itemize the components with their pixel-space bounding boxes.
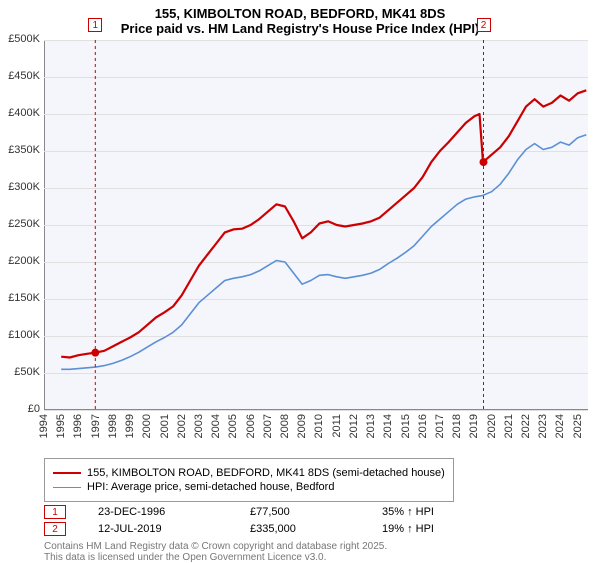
footer-line1: Contains HM Land Registry data © Crown c… — [44, 541, 387, 552]
x-axis-tick: 2000 — [141, 414, 153, 438]
sales-table: 1 23-DEC-1996 £77,500 35% ↑ HPI 2 12-JUL-2019… — [44, 502, 482, 539]
x-axis-tick: 2013 — [365, 414, 377, 438]
y-axis-tick: £0 — [0, 403, 40, 415]
sale-delta: 19% ↑ HPI — [382, 523, 482, 535]
x-axis-tick: 2024 — [554, 414, 566, 438]
y-axis-tick: £100K — [0, 329, 40, 341]
sale-price: £335,000 — [250, 523, 350, 535]
x-axis-tick: 2003 — [193, 414, 205, 438]
legend-swatch — [53, 487, 81, 488]
legend-label: HPI: Average price, semi-detached house,… — [87, 481, 334, 493]
y-axis-tick: £200K — [0, 255, 40, 267]
legend-swatch — [53, 472, 81, 474]
x-axis-tick: 2004 — [210, 414, 222, 438]
y-axis-tick: £50K — [0, 366, 40, 378]
y-axis-tick: £350K — [0, 144, 40, 156]
x-axis-tick: 2014 — [382, 414, 394, 438]
x-axis-tick: 2018 — [451, 414, 463, 438]
y-axis-tick: £400K — [0, 107, 40, 119]
x-axis-tick: 2025 — [572, 414, 584, 438]
x-axis-tick: 2011 — [331, 414, 343, 438]
x-axis-tick: 2001 — [159, 414, 171, 438]
x-axis-tick: 1994 — [38, 414, 50, 438]
legend-item-hpi: HPI: Average price, semi-detached house,… — [53, 481, 445, 493]
y-axis-tick: £150K — [0, 292, 40, 304]
x-axis-tick: 2015 — [400, 414, 412, 438]
y-axis-tick: £300K — [0, 181, 40, 193]
series-property — [61, 90, 586, 357]
x-axis-tick: 2016 — [417, 414, 429, 438]
sale-date: 23-DEC-1996 — [98, 506, 218, 518]
x-axis-tick: 1995 — [55, 414, 67, 438]
x-axis-tick: 2006 — [245, 414, 257, 438]
series-hpi — [61, 135, 586, 370]
y-axis-tick: £250K — [0, 218, 40, 230]
x-axis-tick: 2023 — [537, 414, 549, 438]
x-axis-tick: 1996 — [72, 414, 84, 438]
chart-plot-area: £0£50K£100K£150K£200K£250K£300K£350K£400… — [44, 40, 588, 410]
chart-legend: 155, KIMBOLTON ROAD, BEDFORD, MK41 8DS (… — [44, 458, 454, 502]
sale-date: 12-JUL-2019 — [98, 523, 218, 535]
legend-label: 155, KIMBOLTON ROAD, BEDFORD, MK41 8DS (… — [87, 467, 445, 479]
y-axis-tick: £450K — [0, 70, 40, 82]
sale-marker-1: 1 — [88, 18, 102, 32]
x-axis-tick: 2017 — [434, 414, 446, 438]
sale-marker-2: 2 — [477, 18, 491, 32]
x-axis-tick: 2009 — [296, 414, 308, 438]
sales-row: 1 23-DEC-1996 £77,500 35% ↑ HPI — [44, 505, 482, 519]
x-axis-tick: 2019 — [468, 414, 480, 438]
sale-index-box: 2 — [44, 522, 66, 536]
sale-index-box: 1 — [44, 505, 66, 519]
y-axis-tick: £500K — [0, 33, 40, 45]
x-axis-tick: 2005 — [227, 414, 239, 438]
x-axis-tick: 2012 — [348, 414, 360, 438]
x-axis-tick: 2002 — [176, 414, 188, 438]
sale-delta: 35% ↑ HPI — [382, 506, 482, 518]
x-axis-tick: 1999 — [124, 414, 136, 438]
x-axis-tick: 1998 — [107, 414, 119, 438]
x-axis-tick: 2020 — [486, 414, 498, 438]
legend-item-property: 155, KIMBOLTON ROAD, BEDFORD, MK41 8DS (… — [53, 467, 445, 479]
x-axis-tick: 2010 — [313, 414, 325, 438]
x-axis-tick: 2008 — [279, 414, 291, 438]
x-axis-tick: 1997 — [90, 414, 102, 438]
x-axis-tick: 2007 — [262, 414, 274, 438]
sale-price: £77,500 — [250, 506, 350, 518]
x-axis-tick: 2021 — [503, 414, 515, 438]
footer-line2: This data is licensed under the Open Gov… — [44, 552, 387, 563]
x-axis-tick: 2022 — [520, 414, 532, 438]
sales-row: 2 12-JUL-2019 £335,000 19% ↑ HPI — [44, 522, 482, 536]
